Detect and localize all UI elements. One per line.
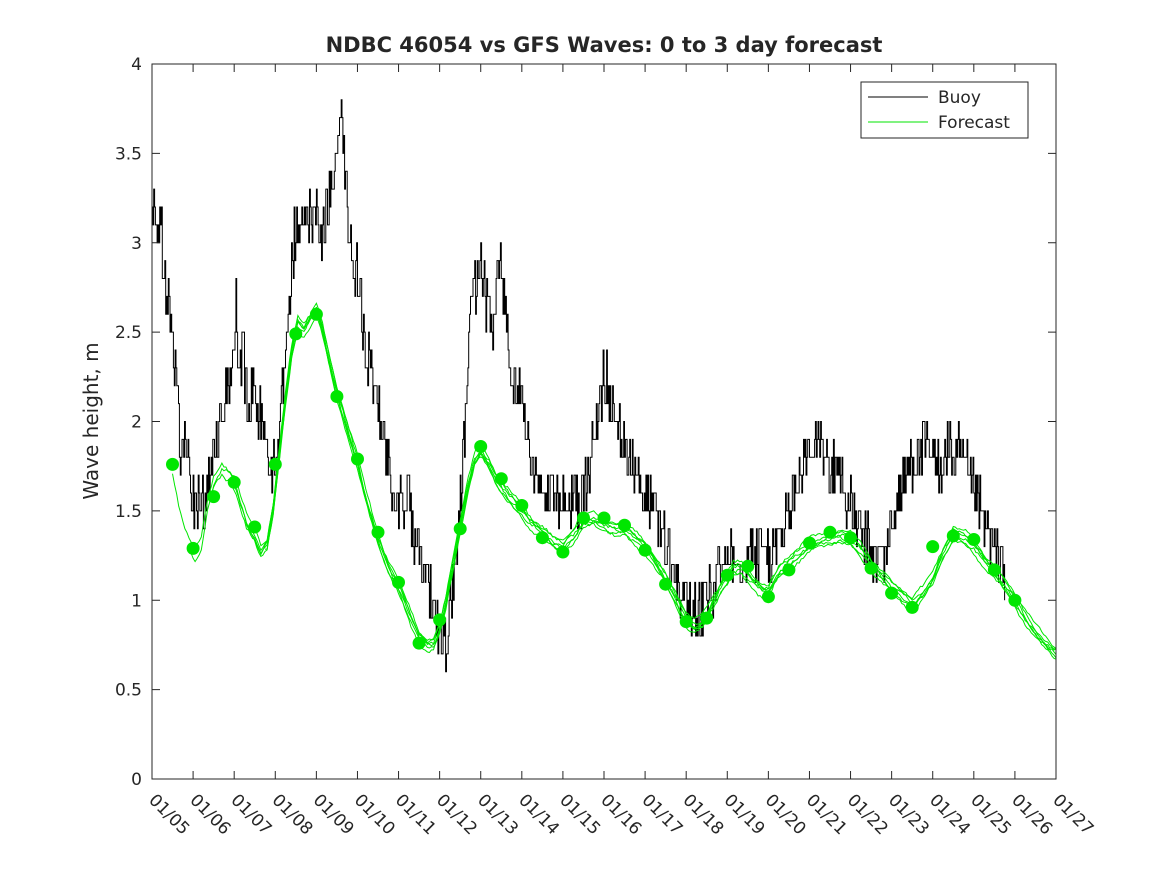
buoy-line	[152, 99, 1006, 673]
forecast-marker-34	[844, 531, 857, 545]
forecast-marker-14	[433, 613, 447, 627]
forecast-marker-17	[494, 472, 508, 486]
forecast-marker-16	[474, 440, 488, 453]
forecast-marker-9	[330, 390, 344, 403]
forecast-marker-18	[515, 499, 529, 512]
legend-label-buoy: Buoy	[938, 88, 981, 108]
forecast-marker-42	[1008, 593, 1022, 607]
forecast-marker-35	[864, 561, 878, 575]
y-tick-label: 0.5	[115, 681, 142, 701]
y-tick-label: 4	[131, 55, 142, 75]
plot-frame	[151, 63, 1057, 780]
forecast-marker-21	[577, 511, 590, 525]
forecast-marker-37	[905, 600, 919, 614]
forecast-marker-6	[268, 457, 282, 471]
forecast-marker-31	[782, 563, 796, 577]
y-tick-label: 2.5	[115, 323, 142, 343]
forecast-marker-2	[186, 541, 200, 555]
forecast-marker-32	[803, 536, 816, 550]
legend-label-forecast: Forecast	[938, 113, 1010, 133]
forecast-marker-29	[741, 559, 755, 573]
forecast-marker-19	[535, 531, 549, 545]
forecast-marker-39	[946, 529, 960, 543]
forecast-marker-30	[761, 590, 775, 604]
forecast-marker-25	[659, 577, 673, 591]
forecast-line-6	[264, 306, 1056, 659]
legend-box	[860, 81, 1029, 139]
y-axis-label: Wave height, m	[79, 342, 103, 499]
forecast-marker-3	[207, 490, 221, 504]
forecast-marker-15	[453, 522, 467, 536]
forecast-marker-1	[166, 457, 179, 471]
chart-title: NDBC 46054 vs GFS Waves: 0 to 3 day fore…	[326, 33, 883, 57]
plot-area	[152, 64, 1056, 779]
forecast-line-5	[246, 307, 1056, 655]
y-tick-label: 1.5	[115, 502, 142, 522]
forecast-marker-38	[926, 540, 940, 554]
forecast-marker-28	[720, 568, 734, 582]
forecast-marker-24	[638, 543, 652, 557]
forecast-marker-12	[392, 575, 405, 589]
legend: Buoy Forecast	[860, 81, 1029, 139]
forecast-marker-23	[618, 518, 631, 532]
forecast-marker-7	[289, 327, 303, 341]
forecast-marker-11	[371, 525, 385, 539]
y-tick-label: 2	[131, 413, 142, 433]
y-tick-label: 3.5	[115, 144, 142, 164]
forecast-marker-22	[597, 511, 611, 525]
forecast-marker-33	[823, 525, 837, 539]
forecast-marker-20	[556, 545, 570, 559]
forecast-marker-13	[412, 636, 426, 650]
forecast-marker-36	[885, 586, 899, 600]
y-tick-label: 0	[131, 770, 142, 790]
forecast-marker-10	[351, 452, 364, 466]
forecast-marker-26	[679, 615, 693, 629]
y-tick-label: 1	[131, 591, 142, 611]
forecast-marker-5	[248, 520, 262, 534]
forecast-marker-41	[987, 563, 1001, 577]
forecast-marker-40	[967, 533, 981, 546]
forecast-marker-27	[700, 611, 714, 625]
forecast-marker-4	[227, 475, 241, 489]
forecast-marker-8	[309, 307, 323, 321]
y-tick-label: 3	[131, 234, 142, 254]
